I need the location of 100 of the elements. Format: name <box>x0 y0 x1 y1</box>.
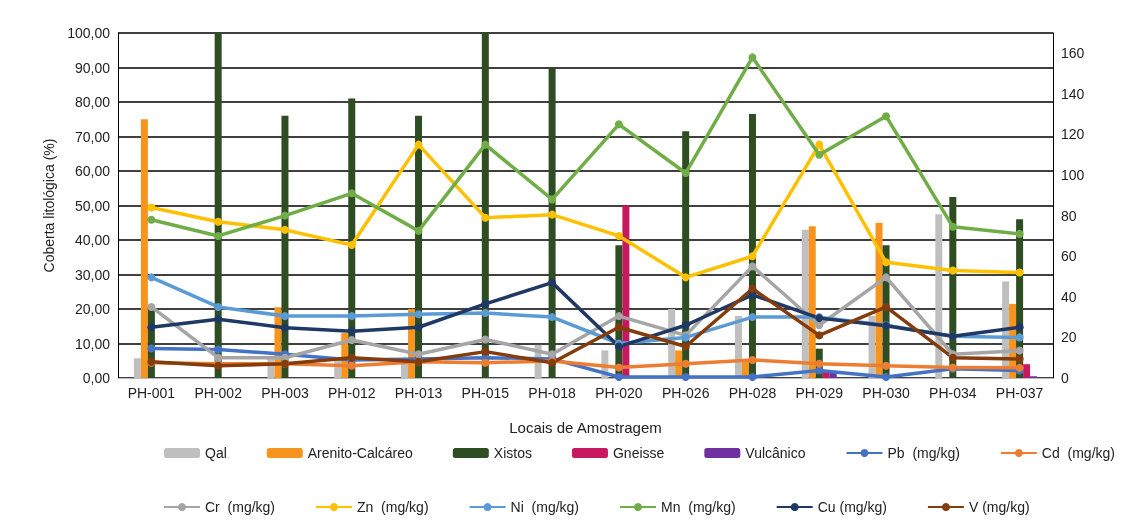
point <box>882 273 891 282</box>
point <box>214 315 223 324</box>
point <box>1015 333 1024 342</box>
point <box>347 189 356 198</box>
point <box>748 372 757 381</box>
point <box>481 140 490 149</box>
x-tick-label: PH-030 <box>862 385 910 401</box>
point <box>748 252 757 261</box>
point <box>414 310 423 319</box>
x-tick-label: PH-001 <box>127 385 176 401</box>
y-tick-label: 0,00 <box>82 370 111 386</box>
point <box>147 273 156 282</box>
point <box>882 361 891 370</box>
legend-label: Mn (mg/kg) <box>661 499 736 515</box>
x-tick-label: PH-029 <box>795 385 844 401</box>
point <box>948 222 957 231</box>
bar <box>1023 364 1031 378</box>
point <box>481 213 490 222</box>
y-tick-label: 30,00 <box>74 266 111 283</box>
y-tick-label: 60,00 <box>74 163 111 179</box>
legend-label: Ni (mg/kg) <box>510 499 580 515</box>
y-tick-label: 10,00 <box>74 335 111 352</box>
point <box>414 140 423 149</box>
point <box>147 344 156 353</box>
point <box>548 210 557 219</box>
point <box>347 312 356 321</box>
y2-tick-label: 40 <box>1061 288 1077 305</box>
x-tick-label: PH-028 <box>728 385 777 401</box>
point <box>1015 346 1024 355</box>
point <box>681 273 690 282</box>
point <box>681 169 690 178</box>
point <box>214 302 223 311</box>
y-tick-label: 70,00 <box>74 128 111 145</box>
y-tick-label: 40,00 <box>74 232 111 248</box>
point <box>214 217 223 226</box>
point <box>548 278 557 287</box>
x-tick-label: PH-012 <box>328 385 376 401</box>
point <box>147 203 156 212</box>
point <box>280 323 289 332</box>
point <box>414 226 423 235</box>
y-tick-label: 100,00 <box>67 25 111 41</box>
x-tick-label: PH-018 <box>528 385 577 401</box>
point <box>614 363 623 372</box>
y2-tick-label: 160 <box>1061 45 1085 62</box>
y2-tick-label: 20 <box>1061 329 1077 346</box>
point <box>481 299 490 308</box>
point <box>681 342 690 351</box>
point <box>481 347 490 356</box>
point <box>614 323 623 332</box>
point <box>414 350 423 359</box>
y-tick-label: 90,00 <box>74 59 111 76</box>
point <box>548 313 557 322</box>
point <box>614 312 623 321</box>
point <box>481 358 490 367</box>
point <box>1015 323 1024 332</box>
point <box>681 372 690 381</box>
point <box>214 231 223 240</box>
legend-label: Vulcânico <box>745 445 806 461</box>
x-tick-label: PH-002 <box>194 385 243 401</box>
legend-label: Xistos <box>493 445 532 461</box>
x-axis-title: Locais de Amostragem <box>509 419 662 436</box>
point <box>147 215 156 224</box>
point <box>748 53 757 62</box>
y2-tick-label: 120 <box>1061 126 1085 143</box>
y2-tick-label: 0 <box>1061 370 1069 386</box>
legend-label: Qal <box>205 445 227 461</box>
point <box>948 266 957 275</box>
y2-tick-label: 100 <box>1061 167 1085 184</box>
point <box>748 284 757 293</box>
x-tick-label: PH-013 <box>394 385 443 401</box>
legend-label: Gneisse <box>612 445 665 461</box>
point <box>214 345 223 354</box>
legend-label: Cd (mg/kg) <box>1041 445 1115 461</box>
point <box>614 372 623 381</box>
point <box>347 327 356 336</box>
x-tick-label: PH-015 <box>461 385 510 401</box>
point <box>815 359 824 368</box>
point <box>280 312 289 321</box>
point <box>280 225 289 234</box>
point <box>681 359 690 368</box>
x-tick-label: PH-003 <box>261 385 309 401</box>
point <box>214 353 223 362</box>
point <box>681 321 690 330</box>
point <box>548 195 557 204</box>
legend-label: V (mg/kg) <box>968 499 1030 515</box>
point <box>882 372 891 381</box>
point <box>280 211 289 220</box>
y-tick-label: 50,00 <box>74 197 111 214</box>
point <box>882 302 891 311</box>
y2-tick-label: 60 <box>1061 248 1077 265</box>
point <box>748 313 757 322</box>
y-tick-label: 20,00 <box>74 301 111 317</box>
point <box>481 335 490 344</box>
point <box>882 258 891 267</box>
y2-tick-label: 80 <box>1061 207 1077 224</box>
point <box>347 241 356 250</box>
y2-tick-label: 140 <box>1061 85 1085 102</box>
point <box>748 262 757 271</box>
point <box>147 302 156 311</box>
point <box>1015 354 1024 363</box>
